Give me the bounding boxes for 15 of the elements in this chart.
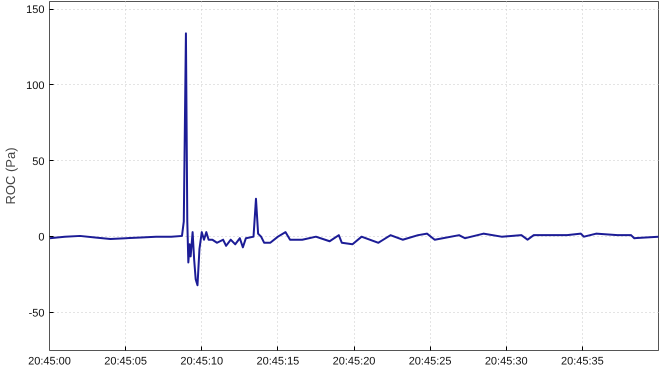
y-tick-label: 0 xyxy=(38,232,45,244)
x-tick-label: 20:45:10 xyxy=(180,356,224,368)
y-tick-label: 50 xyxy=(32,156,45,168)
y-tick-label: -50 xyxy=(28,308,45,320)
x-tick-label: 20:45:15 xyxy=(256,356,300,368)
x-tick-label: 20:45:00 xyxy=(28,356,71,368)
y-tick-label: 100 xyxy=(26,80,45,92)
x-tick-label: 20:45:30 xyxy=(484,356,528,368)
x-tick-label: 20:45:05 xyxy=(104,356,148,368)
line-series xyxy=(50,32,658,286)
x-tick-label: 20:45:35 xyxy=(560,356,604,368)
x-tick-label: 20:45:20 xyxy=(332,356,376,368)
y-tick-label: 150 xyxy=(26,4,45,16)
y-axis-title: ROC (Pa) xyxy=(3,147,18,205)
x-tick-label: 20:45:25 xyxy=(408,356,452,368)
